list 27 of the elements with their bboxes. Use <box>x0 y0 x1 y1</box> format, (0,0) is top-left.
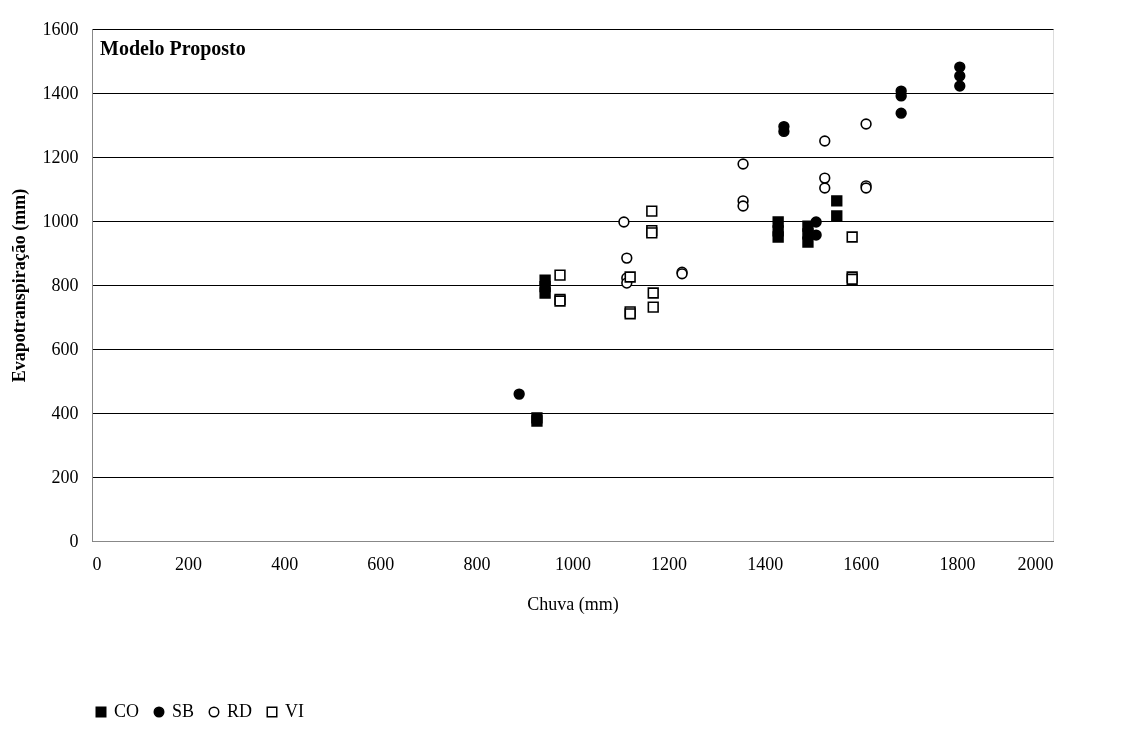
x-tick-label: 800 <box>463 553 491 574</box>
x-tick-label: 1800 <box>939 553 976 574</box>
legend-label: RD <box>227 701 253 721</box>
x-tick-label: 2000 <box>1017 553 1054 574</box>
y-tick-label: 1600 <box>42 18 79 39</box>
legend-label: CO <box>114 701 140 721</box>
x-tick-label: 1000 <box>555 553 591 574</box>
legend-label: SB <box>172 701 195 721</box>
x-tick-label: 200 <box>175 553 203 574</box>
x-tick-label: 1200 <box>651 553 688 574</box>
x-axis-title: Chuva (mm) <box>527 593 619 615</box>
x-tick-label: 400 <box>271 553 299 574</box>
x-tick-label: 1400 <box>747 553 784 574</box>
y-tick-label: 0 <box>69 530 79 551</box>
y-tick-label: 1400 <box>42 82 79 103</box>
y-tick-label: 800 <box>51 274 79 295</box>
y-tick-label: 1000 <box>42 210 79 231</box>
x-tick-label: 600 <box>367 553 395 574</box>
x-tick-label: 0 <box>92 553 102 574</box>
chart-title: Modelo Proposto <box>100 37 246 60</box>
legend-label: VI <box>285 701 304 721</box>
x-tick-label: 1600 <box>843 553 880 574</box>
y-tick-label: 400 <box>51 402 79 423</box>
y-tick-label: 200 <box>51 466 79 487</box>
y-axis-title: Evapotranspiração (mm) <box>8 188 30 383</box>
y-tick-label: 600 <box>51 338 79 359</box>
y-tick-label: 1200 <box>42 146 79 167</box>
